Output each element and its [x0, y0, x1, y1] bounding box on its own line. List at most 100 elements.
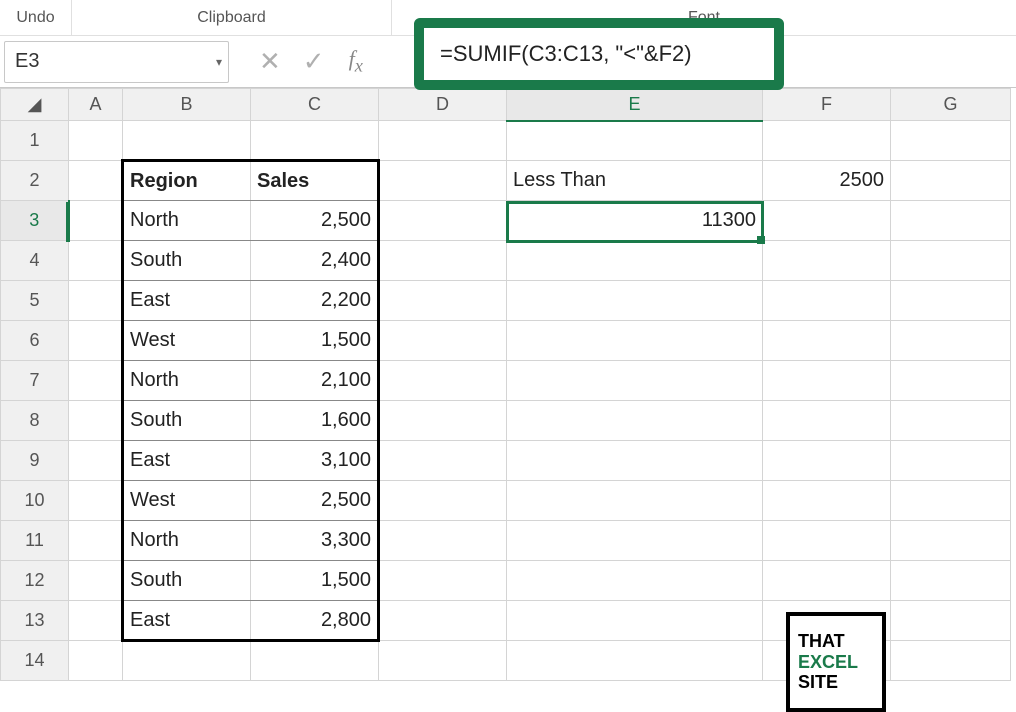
name-box[interactable]: E3 ▾ [4, 41, 229, 83]
cell[interactable] [763, 441, 891, 481]
worksheet[interactable]: ◢ A B C D E F G 1 2 Region Sales Less Th… [0, 88, 1016, 681]
cell[interactable] [379, 281, 507, 321]
cell[interactable] [891, 321, 1011, 361]
cell[interactable] [379, 121, 507, 161]
enter-icon[interactable]: ✓ [303, 46, 325, 77]
cell[interactable] [507, 321, 763, 361]
cell[interactable] [891, 241, 1011, 281]
cancel-icon[interactable]: ✕ [259, 46, 281, 77]
cell-C5[interactable]: 2,200 [251, 281, 379, 321]
cell[interactable] [763, 521, 891, 561]
formula-text[interactable]: =SUMIF(C3:C13, "<"&F2) [440, 41, 692, 67]
row-header[interactable]: 9 [1, 441, 69, 481]
row-header[interactable]: 11 [1, 521, 69, 561]
fx-icon[interactable]: fx [349, 46, 363, 76]
cell[interactable] [69, 401, 123, 441]
cell[interactable] [763, 121, 891, 161]
cell[interactable] [507, 441, 763, 481]
cell[interactable] [379, 161, 507, 201]
cell-B2[interactable]: Region [123, 161, 251, 201]
col-header-G[interactable]: G [891, 89, 1011, 121]
cell[interactable] [891, 161, 1011, 201]
col-header-B[interactable]: B [123, 89, 251, 121]
cell[interactable] [69, 601, 123, 641]
cell[interactable] [763, 481, 891, 521]
cell[interactable] [69, 201, 123, 241]
cell-C9[interactable]: 3,100 [251, 441, 379, 481]
row-header[interactable]: 12 [1, 561, 69, 601]
cell[interactable] [379, 521, 507, 561]
cell[interactable] [507, 241, 763, 281]
row-header[interactable]: 7 [1, 361, 69, 401]
cell[interactable] [69, 121, 123, 161]
cell-B3[interactable]: North [123, 201, 251, 241]
cell[interactable] [891, 561, 1011, 601]
cell-C3[interactable]: 2,500 [251, 201, 379, 241]
cell[interactable] [379, 361, 507, 401]
cell[interactable] [123, 641, 251, 681]
cell-C6[interactable]: 1,500 [251, 321, 379, 361]
cell-C7[interactable]: 2,100 [251, 361, 379, 401]
cell[interactable] [379, 401, 507, 441]
col-header-D[interactable]: D [379, 89, 507, 121]
cell[interactable] [379, 321, 507, 361]
cell[interactable] [763, 361, 891, 401]
row-header[interactable]: 2 [1, 161, 69, 201]
cell-C2[interactable]: Sales [251, 161, 379, 201]
cell[interactable] [891, 521, 1011, 561]
select-all-corner[interactable]: ◢ [1, 89, 69, 121]
cell[interactable] [123, 121, 251, 161]
col-header-E[interactable]: E [507, 89, 763, 121]
cell[interactable] [69, 641, 123, 681]
cell-B9[interactable]: East [123, 441, 251, 481]
cell-C10[interactable]: 2,500 [251, 481, 379, 521]
col-header-C[interactable]: C [251, 89, 379, 121]
cell[interactable] [763, 561, 891, 601]
cell[interactable] [507, 281, 763, 321]
cell[interactable] [507, 361, 763, 401]
cell[interactable] [69, 281, 123, 321]
cell-E3[interactable]: 11300 [507, 201, 763, 241]
cell[interactable] [379, 561, 507, 601]
cell[interactable] [891, 641, 1011, 681]
cell-C8[interactable]: 1,600 [251, 401, 379, 441]
cell[interactable] [69, 481, 123, 521]
row-header[interactable]: 8 [1, 401, 69, 441]
cell-B7[interactable]: North [123, 361, 251, 401]
row-header[interactable]: 6 [1, 321, 69, 361]
cell-B4[interactable]: South [123, 241, 251, 281]
cell-F2[interactable]: 2500 [763, 161, 891, 201]
row-header[interactable]: 14 [1, 641, 69, 681]
cell[interactable] [69, 321, 123, 361]
cell-B10[interactable]: West [123, 481, 251, 521]
cell-B8[interactable]: South [123, 401, 251, 441]
cell[interactable] [69, 361, 123, 401]
cell[interactable] [69, 521, 123, 561]
col-header-A[interactable]: A [69, 89, 123, 121]
row-header[interactable]: 5 [1, 281, 69, 321]
cell[interactable] [891, 601, 1011, 641]
cell[interactable] [507, 561, 763, 601]
cell-C13[interactable]: 2,800 [251, 601, 379, 641]
cell[interactable] [507, 121, 763, 161]
cell[interactable] [69, 441, 123, 481]
cell[interactable] [379, 241, 507, 281]
cell[interactable] [251, 121, 379, 161]
cell[interactable] [379, 641, 507, 681]
cell[interactable] [507, 481, 763, 521]
cell[interactable] [69, 161, 123, 201]
row-header[interactable]: 1 [1, 121, 69, 161]
cell[interactable] [379, 201, 507, 241]
cell[interactable] [507, 521, 763, 561]
cell-B12[interactable]: South [123, 561, 251, 601]
cell[interactable] [379, 481, 507, 521]
cell[interactable] [69, 241, 123, 281]
col-header-F[interactable]: F [763, 89, 891, 121]
cell-C4[interactable]: 2,400 [251, 241, 379, 281]
cell[interactable] [891, 201, 1011, 241]
cell[interactable] [891, 361, 1011, 401]
chevron-down-icon[interactable]: ▾ [216, 55, 222, 69]
cell[interactable] [507, 601, 763, 641]
cell[interactable] [891, 401, 1011, 441]
cell-C11[interactable]: 3,300 [251, 521, 379, 561]
